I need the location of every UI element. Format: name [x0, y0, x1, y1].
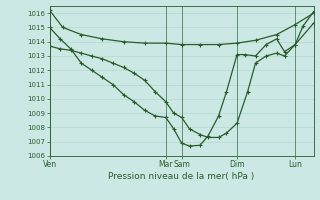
X-axis label: Pression niveau de la mer( hPa ): Pression niveau de la mer( hPa ): [108, 172, 255, 181]
